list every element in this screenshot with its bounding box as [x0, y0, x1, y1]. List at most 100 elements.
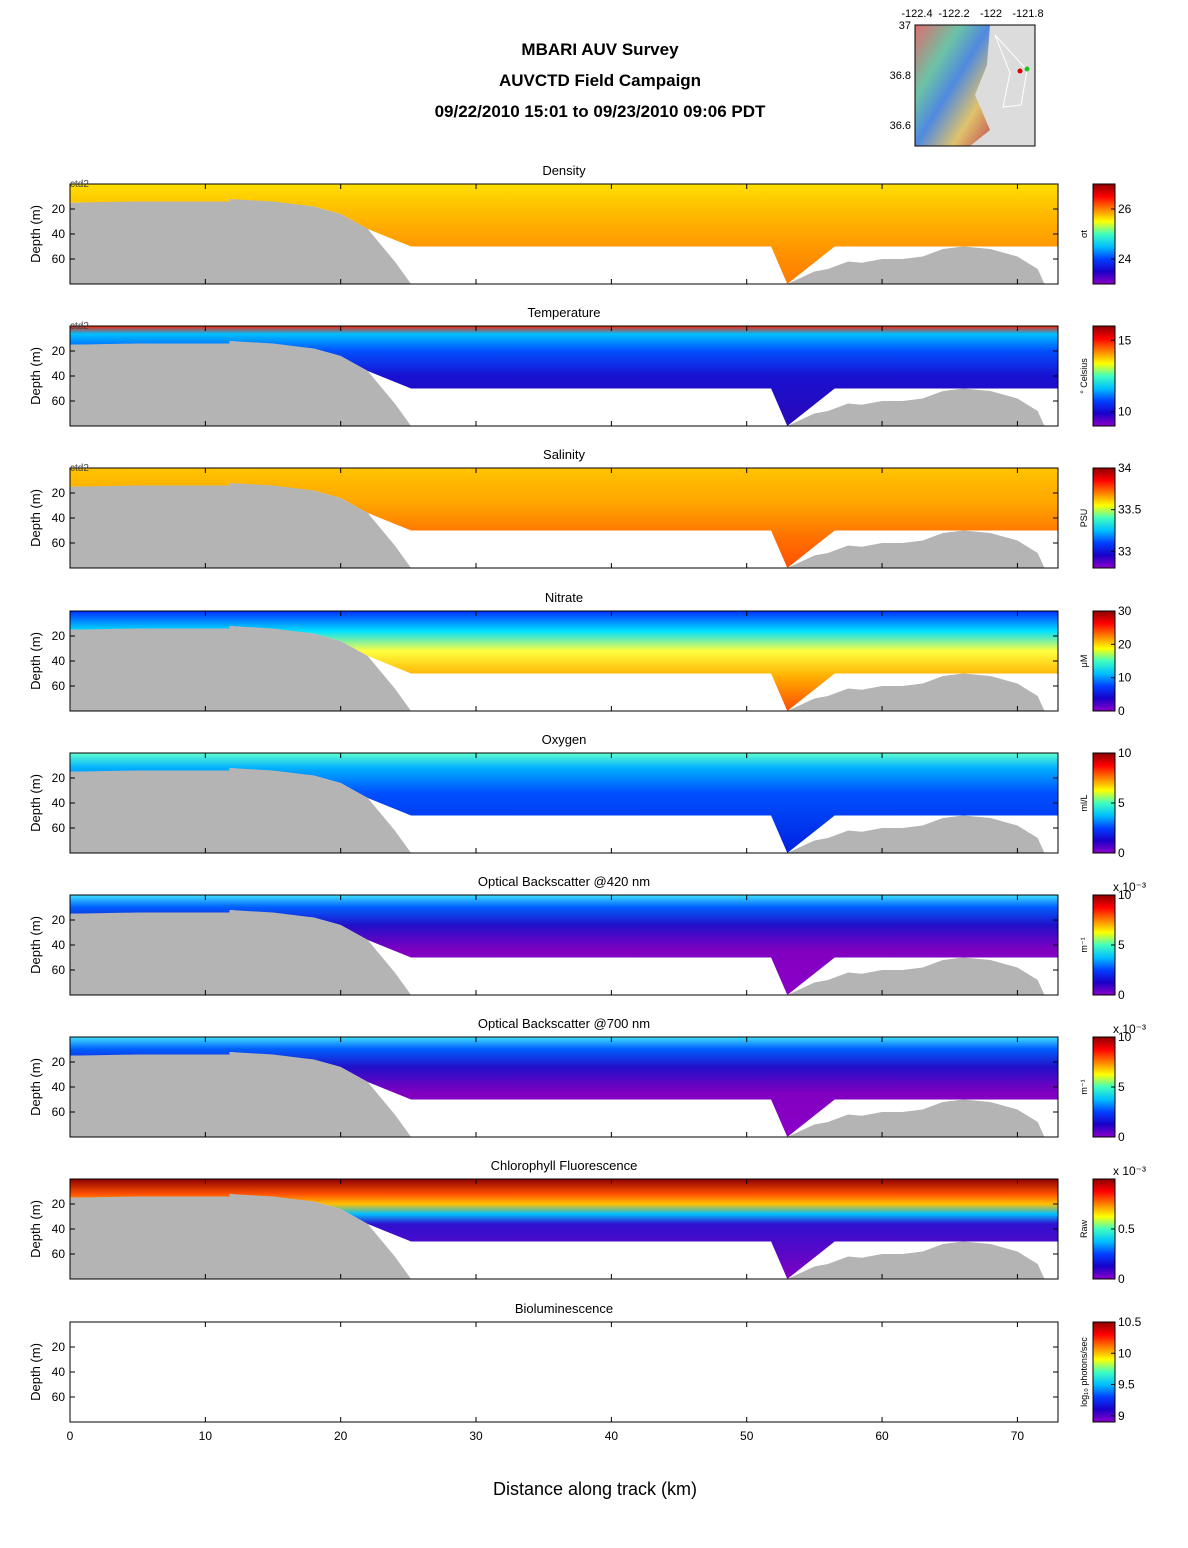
colorbar-units: log₁₀ photons/sec: [1079, 1337, 1089, 1407]
y-tick-label: 40: [52, 369, 66, 383]
colorbar: 15 10 ° Celsius: [1079, 325, 1132, 427]
colorbar-tick-label: 0: [1118, 1272, 1125, 1286]
colorbar: 10.5 10 9.5 9 log₁₀ photons/sec: [1079, 1315, 1142, 1423]
data-field: [70, 611, 1058, 711]
y-axis-label: Depth (m): [28, 1200, 43, 1258]
colorbar-tick-label: 10: [1118, 1030, 1132, 1044]
y-axis-label: Depth (m): [28, 916, 43, 974]
inset-map: -122.4 -122.2 -122 -121.8 37 36.8 36.6: [890, 8, 1044, 147]
panel-bioluminescence: Bioluminescence 20 40 60 0 10 20 30 40 50 60 70 Dept…: [28, 1301, 1142, 1443]
seafloor-canyon: [787, 388, 1045, 426]
colorbar: 10 5 0 m⁻¹ x 10⁻³: [1079, 880, 1146, 1002]
y-axis-label: Depth (m): [28, 205, 43, 263]
y-tick-label: 40: [52, 511, 66, 525]
colorbar: 26 24 σt: [1079, 183, 1132, 285]
panel-temperature: Temperature ctd2 20 40 60 Depth (m) 15 10 ° Cels…: [28, 305, 1132, 427]
seafloor-shelf: [70, 199, 412, 284]
colorbar: 0.5 0 Raw x 10⁻³: [1079, 1164, 1146, 1286]
y-tick-label: 40: [52, 1365, 66, 1379]
vehicle-label: ctd2: [70, 321, 89, 332]
panel-chlorophyll-fluorescence: Chlorophyll Fluorescence 20 40 60 Depth (m) 0…: [28, 1158, 1146, 1286]
seafloor-canyon: [787, 246, 1045, 284]
y-tick-label: 20: [52, 771, 66, 785]
seafloor-shelf: [70, 1194, 412, 1279]
y-tick-label: 20: [52, 486, 66, 500]
colorbar: 10 5 0 ml/L: [1079, 746, 1132, 860]
panel-title: Temperature: [528, 305, 601, 320]
auv-track: [994, 34, 1028, 108]
colorbar-tick-label: 9.5: [1118, 1378, 1135, 1392]
colorbar-units: μM: [1079, 655, 1089, 668]
colorbar-tick-label: 10.5: [1118, 1315, 1142, 1329]
colorbar-scale: [1092, 1321, 1116, 1423]
map-lon-label: -122: [980, 8, 1002, 20]
colorbar-units: m⁻¹: [1079, 1079, 1089, 1094]
seafloor-canyon: [787, 530, 1045, 568]
colorbar-units: σt: [1079, 229, 1089, 238]
seafloor-shelf: [70, 626, 412, 711]
colorbar-tick-label: 0: [1118, 1130, 1125, 1144]
seafloor-shelf: [70, 910, 412, 995]
y-axis-label: Depth (m): [28, 489, 43, 547]
panel-frame: [69, 1321, 1059, 1423]
y-tick-label: 60: [52, 1390, 66, 1404]
x-tick-label: 0: [67, 1429, 74, 1443]
colorbar-tick-label: 5: [1118, 938, 1125, 952]
y-tick-label: 60: [52, 679, 66, 693]
y-axis-label: Depth (m): [28, 347, 43, 405]
colorbar-exponent: x 10⁻³: [1113, 1164, 1146, 1178]
colorbar-scale: [1092, 325, 1116, 427]
y-tick-label: 20: [52, 913, 66, 927]
seafloor-shelf: [70, 768, 412, 853]
colorbar-tick-label: 0.5: [1118, 1222, 1135, 1236]
data-field: [70, 468, 1058, 568]
y-tick-label: 20: [52, 629, 66, 643]
map-lat-label: 36.6: [890, 120, 911, 132]
y-tick-label: 20: [52, 202, 66, 216]
colorbar-tick-label: 0: [1118, 846, 1125, 860]
seafloor-canyon: [787, 957, 1045, 995]
data-field: [70, 895, 1058, 995]
panel-optical-backscatter-700-nm: Optical Backscatter @700 nm 20 40 60 Depth (…: [28, 1016, 1146, 1144]
y-tick-label: 20: [52, 1197, 66, 1211]
y-tick-label: 40: [52, 654, 66, 668]
colorbar-tick-label: 24: [1118, 252, 1132, 266]
colorbar-tick-label: 30: [1118, 604, 1132, 618]
map-lat-label: 37: [899, 20, 911, 32]
data-field: [70, 326, 1058, 426]
x-tick-label: 70: [1011, 1429, 1025, 1443]
seafloor-shelf: [70, 483, 412, 568]
colorbar-tick-label: 10: [1118, 671, 1132, 685]
panel-nitrate: Nitrate 20 40 60 Depth (m) 30 20 10 0 μM: [28, 590, 1132, 718]
map-lon-label: -122.2: [938, 8, 969, 20]
y-tick-label: 60: [52, 536, 66, 550]
panel-title: Bioluminescence: [515, 1301, 613, 1316]
data-field: [70, 1179, 1058, 1279]
y-tick-label: 40: [52, 1222, 66, 1236]
colorbar-tick-label: 34: [1118, 461, 1132, 475]
y-tick-label: 60: [52, 252, 66, 266]
colorbar-tick-label: 0: [1118, 988, 1125, 1002]
seafloor-canyon: [787, 815, 1045, 853]
colorbar-scale: [1092, 183, 1116, 285]
chart-date-range: 09/22/2010 15:01 to 09/23/2010 09:06 PDT: [434, 102, 766, 121]
y-tick-label: 40: [52, 227, 66, 241]
y-axis-label: Depth (m): [28, 1343, 43, 1401]
y-axis-label: Depth (m): [28, 774, 43, 832]
section-panels: Density ctd2 20 40 60 Depth (m) 26 24 σt Temperat…: [28, 163, 1146, 1443]
x-tick-label: 60: [875, 1429, 889, 1443]
y-tick-label: 40: [52, 796, 66, 810]
y-tick-label: 20: [52, 1340, 66, 1354]
map-lat-label: 36.8: [890, 70, 911, 82]
colorbar-units: ° Celsius: [1079, 358, 1089, 394]
colorbar-tick-label: 9: [1118, 1409, 1125, 1423]
seafloor-shelf: [70, 341, 412, 426]
y-tick-label: 60: [52, 1247, 66, 1261]
colorbar-tick-label: 10: [1118, 1346, 1132, 1360]
panel-salinity: Salinity ctd2 20 40 60 Depth (m) 34 33.5 33 PSU: [28, 447, 1142, 569]
colorbar: 34 33.5 33 PSU: [1079, 461, 1142, 569]
colorbar-tick-label: 10: [1118, 888, 1132, 902]
panel-title: Nitrate: [545, 590, 583, 605]
seafloor-canyon: [787, 1099, 1045, 1137]
